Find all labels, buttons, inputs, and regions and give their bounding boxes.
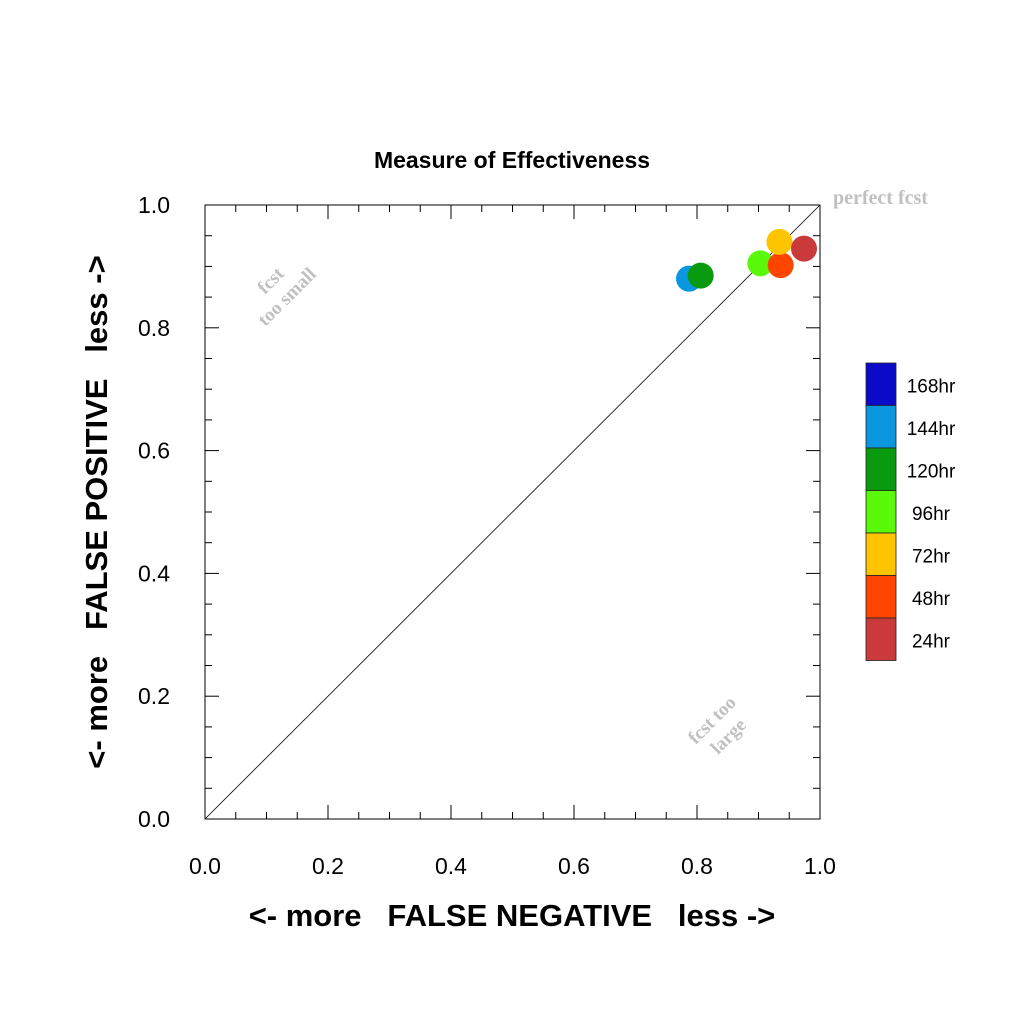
point-120hr: [687, 262, 714, 289]
axis-ticks: [204, 204, 821, 820]
legend-label-24hr: 24hr: [912, 631, 951, 652]
point-24hr: [791, 235, 818, 262]
legend-swatch-72hr: [865, 532, 897, 576]
axis-tick-labels: 0.0 0.2 0.4 0.6 0.8 1.0 0.0 0.2 0.4 0.6 0.8 1.0: [138, 192, 836, 879]
annotation-fcst-too-large: fcst too large: [684, 692, 750, 758]
annotation-fcst-too-small: fcst too small: [254, 263, 321, 331]
legend-swatch-48hr: [865, 575, 897, 619]
y-tick-label: 0.2: [138, 683, 170, 709]
x-tick-label: 0.8: [681, 853, 713, 879]
point-96hr: [747, 250, 774, 277]
y-tick-label: 1.0: [138, 192, 170, 218]
diagonal-reference-line: [204, 204, 821, 820]
x-axis-label: <- more FALSE NEGATIVE less ->: [249, 898, 776, 933]
legend-swatch-96hr: [865, 490, 897, 534]
x-tick-label: 0.6: [558, 853, 590, 879]
legend-swatch-144hr: [865, 405, 897, 449]
legend-label-48hr: 48hr: [912, 589, 951, 610]
y-tick-label: 0.8: [138, 315, 170, 341]
legend: 168hr 144hr 120hr 96hr 72hr 48hr 24hr: [865, 362, 956, 661]
point-72hr: [766, 228, 793, 255]
annotation-perfect-fcst: perfect fcst: [833, 187, 928, 209]
x-tick-label: 0.0: [189, 853, 221, 879]
y-tick-label: 0.0: [138, 806, 170, 832]
point-48hr: [767, 252, 794, 279]
legend-swatch-120hr: [865, 447, 897, 491]
legend-label-168hr: 168hr: [907, 376, 956, 397]
data-points: [676, 228, 818, 292]
legend-label-72hr: 72hr: [912, 546, 951, 567]
y-tick-label: 0.6: [138, 438, 170, 464]
legend-swatch-24hr: [865, 617, 897, 661]
x-tick-label: 1.0: [804, 853, 836, 879]
legend-swatch-168hr: [865, 362, 897, 406]
y-tick-label: 0.4: [138, 560, 170, 586]
legend-label-96hr: 96hr: [912, 504, 951, 525]
x-tick-label: 0.2: [312, 853, 344, 879]
legend-label-144hr: 144hr: [907, 419, 956, 440]
y-axis-label: <- more FALSE POSITIVE less ->: [79, 255, 114, 768]
legend-label-120hr: 120hr: [907, 461, 956, 482]
chart-title: Measure of Effectiveness: [374, 147, 650, 173]
x-tick-label: 0.4: [435, 853, 467, 879]
